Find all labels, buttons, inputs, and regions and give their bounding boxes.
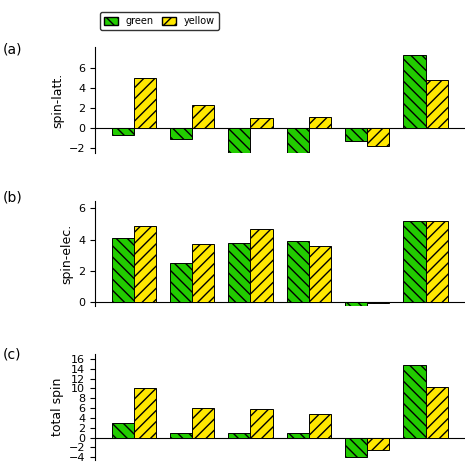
- Bar: [228, 433, 250, 438]
- Bar: [111, 128, 134, 135]
- Bar: [345, 302, 367, 307]
- Bar: [287, 128, 309, 153]
- Bar: [228, 128, 250, 156]
- Y-axis label: total spin: total spin: [51, 378, 64, 436]
- Bar: [192, 105, 214, 128]
- Bar: [250, 409, 273, 438]
- Bar: [170, 433, 192, 438]
- Bar: [367, 438, 389, 450]
- Bar: [309, 117, 331, 128]
- Bar: [309, 414, 331, 438]
- Bar: [345, 128, 367, 141]
- Bar: [403, 365, 426, 438]
- Bar: [134, 389, 156, 438]
- Bar: [426, 80, 448, 128]
- Bar: [111, 238, 134, 302]
- Bar: [134, 226, 156, 302]
- Bar: [426, 387, 448, 438]
- Bar: [287, 433, 309, 438]
- Bar: [170, 128, 192, 139]
- Bar: [250, 118, 273, 128]
- Bar: [228, 243, 250, 302]
- Bar: [287, 241, 309, 302]
- Bar: [111, 423, 134, 438]
- Text: (c): (c): [2, 348, 21, 362]
- Bar: [367, 128, 389, 146]
- Bar: [192, 408, 214, 438]
- Bar: [192, 244, 214, 302]
- Bar: [309, 246, 331, 302]
- Bar: [345, 438, 367, 457]
- Bar: [426, 221, 448, 302]
- Y-axis label: spin-elec.: spin-elec.: [61, 223, 74, 284]
- Bar: [250, 229, 273, 302]
- Bar: [403, 221, 426, 302]
- Text: (a): (a): [2, 42, 22, 56]
- Text: (b): (b): [2, 190, 22, 204]
- Bar: [403, 55, 426, 128]
- Bar: [170, 263, 192, 302]
- Legend: green, yellow: green, yellow: [100, 12, 219, 30]
- Bar: [134, 78, 156, 128]
- Bar: [367, 302, 389, 303]
- Y-axis label: spin-latt.: spin-latt.: [51, 73, 64, 128]
